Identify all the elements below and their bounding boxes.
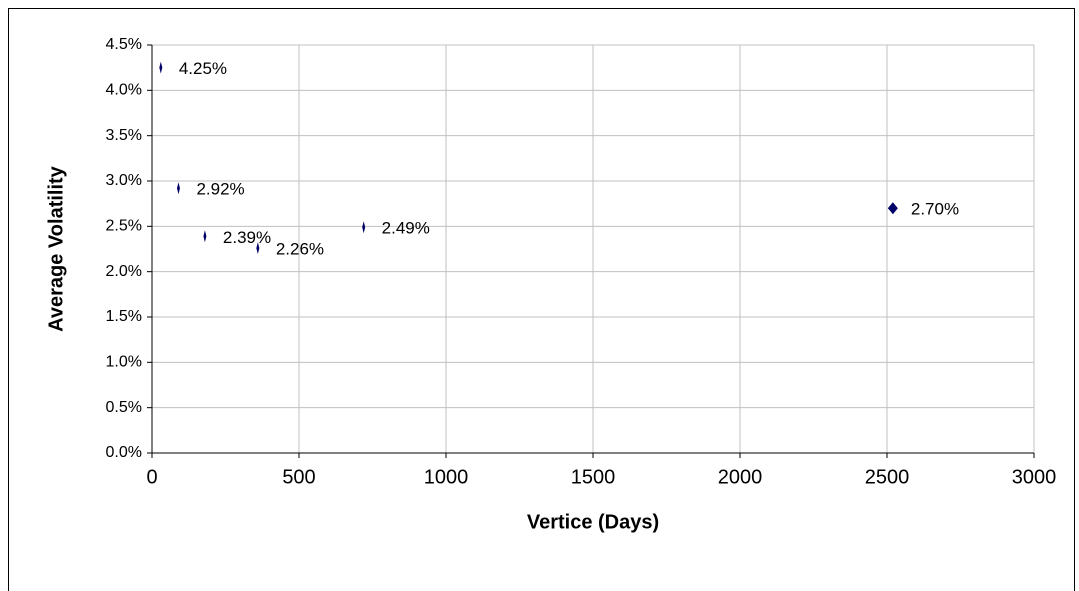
x-tick-label: 3000 <box>1012 466 1057 488</box>
y-tick-label: 3.0% <box>106 172 142 189</box>
x-axis-title: Vertice (Days) <box>527 511 659 533</box>
data-label: 4.25% <box>179 59 227 78</box>
y-tick-label: 0.0% <box>106 444 142 461</box>
y-tick-label: 1.0% <box>106 354 142 371</box>
point <box>159 61 163 74</box>
chart-frame <box>8 8 1075 591</box>
data-label: 2.49% <box>382 219 430 238</box>
x-tick-label: 0 <box>146 466 157 488</box>
y-tick-label: 1.5% <box>106 308 142 325</box>
x-tick-label: 500 <box>282 466 315 488</box>
y-tick-label: 4.0% <box>106 82 142 99</box>
point <box>176 182 180 195</box>
x-tick-label: 1500 <box>571 466 616 488</box>
y-axis-title: Average Volatility <box>45 165 67 331</box>
point <box>362 221 366 234</box>
y-tick-label: 0.5% <box>106 399 142 416</box>
data-label: 2.26% <box>276 240 324 259</box>
point <box>203 230 207 243</box>
x-tick-label: 2000 <box>718 466 763 488</box>
data-label: 2.92% <box>196 180 244 199</box>
y-tick-label: 4.5% <box>106 36 142 53</box>
x-tick-label: 1000 <box>424 466 469 488</box>
point <box>887 202 898 215</box>
y-tick-label: 2.5% <box>106 218 142 235</box>
data-label: 2.39% <box>223 228 271 247</box>
y-tick-label: 2.0% <box>106 263 142 280</box>
x-tick-label: 2500 <box>865 466 910 488</box>
point <box>256 242 260 255</box>
data-label: 2.70% <box>911 200 959 219</box>
y-tick-label: 3.5% <box>106 127 142 144</box>
